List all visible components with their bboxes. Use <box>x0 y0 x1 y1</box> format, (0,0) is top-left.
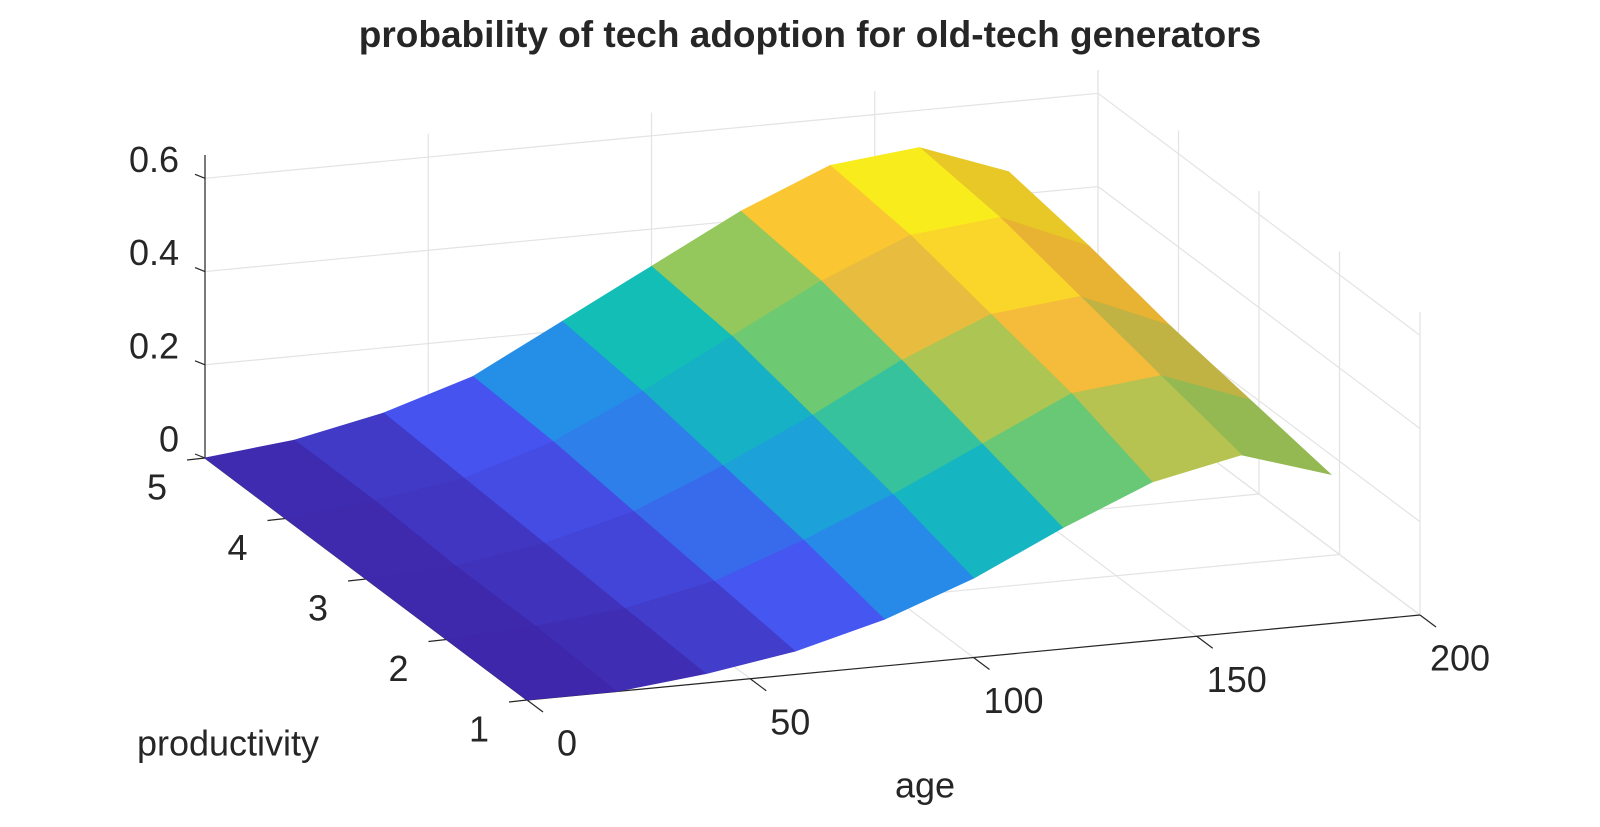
grid-line <box>1097 92 1421 336</box>
tick-mark <box>194 173 206 179</box>
y-tick-label: 1 <box>469 709 489 750</box>
tick-mark <box>194 360 206 366</box>
tick-mark <box>347 578 367 582</box>
x-tick-label: 50 <box>770 701 810 742</box>
y-tick-label: 3 <box>308 588 328 629</box>
x-axis-label: age <box>895 765 955 806</box>
tick-mark <box>267 517 286 522</box>
tick-mark <box>186 457 206 461</box>
y-tick-label: 4 <box>227 527 247 568</box>
y-tick-label: 5 <box>147 467 167 508</box>
x-tick-label: 200 <box>1430 638 1490 679</box>
tick-mark <box>1196 635 1214 649</box>
x-tick-label: 150 <box>1207 659 1267 700</box>
tick-mark <box>973 657 990 670</box>
x-tick-label: 0 <box>557 723 577 764</box>
z-tick-label: 0.6 <box>129 139 179 180</box>
tick-mark <box>194 453 206 459</box>
y-axis-label: productivity <box>137 723 319 764</box>
z-tick-label: 0.2 <box>129 325 179 366</box>
tick-mark <box>1419 614 1437 628</box>
tick-mark <box>526 699 544 713</box>
surface-patch <box>445 625 618 701</box>
tick-mark <box>508 699 528 703</box>
z-tick-label: 0 <box>159 419 179 460</box>
grid-line <box>1097 186 1421 430</box>
chart-title: probability of tech adoption for old-tec… <box>359 14 1261 55</box>
y-tick-label: 2 <box>388 648 408 689</box>
tick-mark <box>194 266 206 273</box>
tick-mark <box>749 678 767 692</box>
z-tick-label: 0.4 <box>129 232 179 273</box>
tick-mark <box>428 638 447 643</box>
x-tick-label: 100 <box>983 680 1043 721</box>
grid-line <box>204 92 1099 179</box>
